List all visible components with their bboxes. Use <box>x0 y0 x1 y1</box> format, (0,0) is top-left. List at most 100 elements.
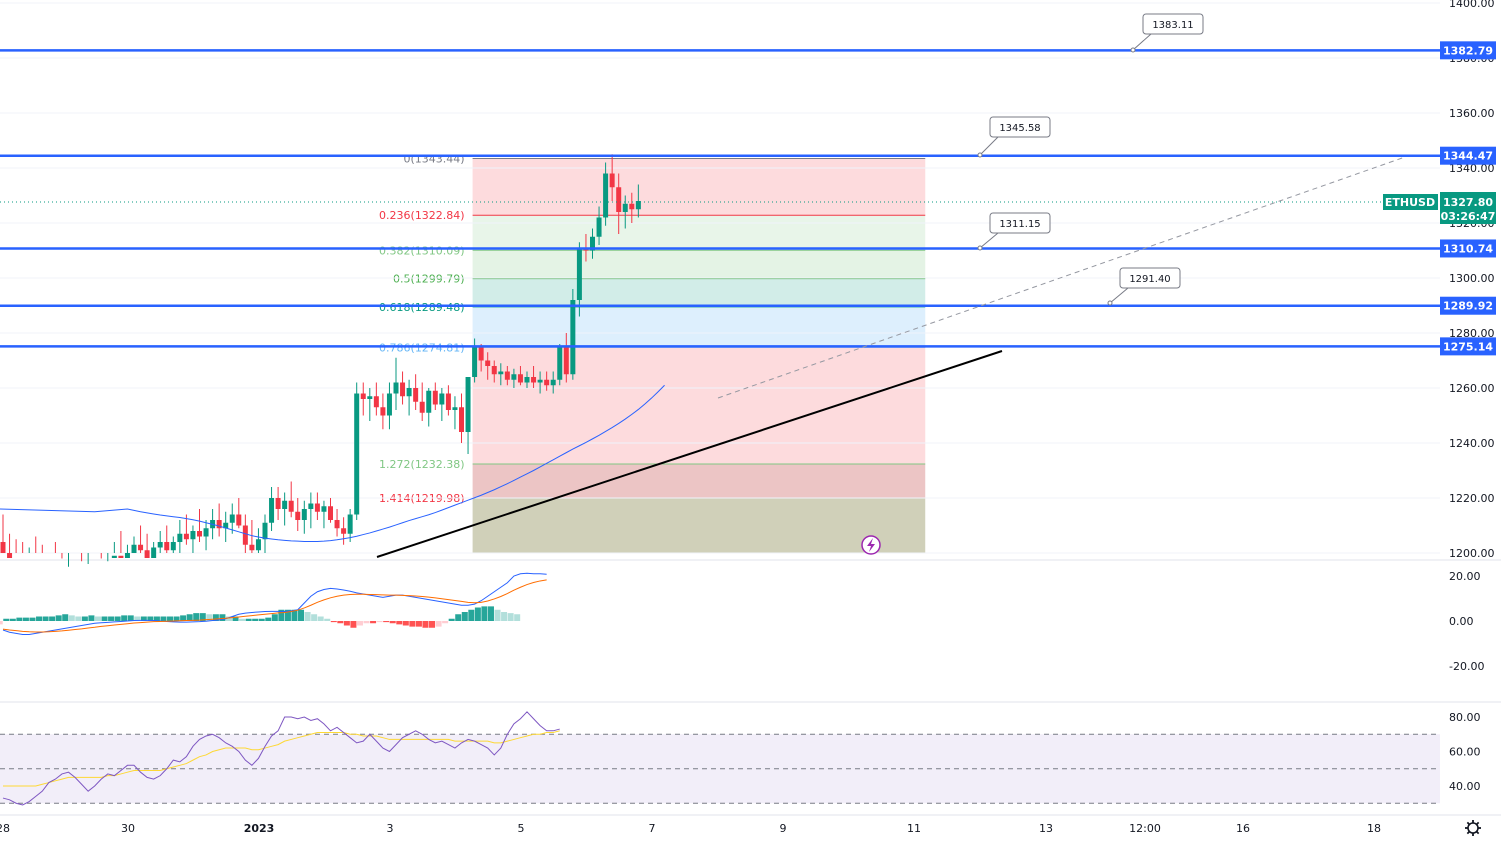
fib-level-label: 0.382(1310.09) <box>379 244 465 257</box>
macd-histogram-bar <box>167 616 174 621</box>
macd-histogram-bar <box>324 618 331 621</box>
rsi-tick-label: 80.00 <box>1449 711 1481 724</box>
macd-histogram-bar <box>147 616 154 621</box>
candle-body <box>609 173 615 188</box>
macd-histogram-bar <box>180 615 187 621</box>
rsi-line <box>2 711 560 806</box>
candle-body <box>269 498 275 523</box>
candle-body <box>255 539 261 551</box>
candle-body <box>504 371 510 380</box>
time-tick-label: 13 <box>1039 822 1053 835</box>
candle-body <box>229 514 235 523</box>
candle-body <box>111 555 117 558</box>
macd-histogram-bar <box>9 618 16 621</box>
candle-body <box>197 531 202 537</box>
macd-histogram-bar <box>173 616 180 621</box>
price-tick-label: 1300.00 <box>1449 272 1495 285</box>
fib-zone <box>472 278 926 307</box>
price-badge <box>1440 296 1496 315</box>
candle-body <box>498 371 504 375</box>
fib-level-label: 0.236(1322.84) <box>379 209 465 222</box>
chart-extras[interactable] <box>861 535 1481 836</box>
lightning-icon[interactable] <box>861 535 881 555</box>
macd-histogram-bar <box>409 621 416 627</box>
candle-body <box>622 203 628 212</box>
callout-box <box>1119 267 1181 289</box>
time-tick-label: 30 <box>121 822 135 835</box>
dashed-trend-line <box>717 156 1406 399</box>
rsi-tick-label: 60.00 <box>1449 746 1481 759</box>
macd-histogram-bar <box>304 612 311 621</box>
candle-body <box>465 377 471 432</box>
macd-histogram-bar <box>219 614 226 621</box>
price-badge <box>1440 239 1496 258</box>
gear-icon-tooth <box>1466 821 1471 826</box>
candle-body <box>190 531 196 540</box>
macd-histogram-bar <box>429 621 436 628</box>
macd-histogram-bar <box>291 609 298 621</box>
candle-body <box>328 506 333 520</box>
callout-label: 1345.58 <box>999 123 1040 134</box>
candle-body <box>334 520 340 529</box>
macd-histogram-bar <box>252 618 259 621</box>
price-tick-label: 1340.00 <box>1449 162 1495 175</box>
candle-body <box>314 503 320 512</box>
macd-histogram-bar <box>225 616 232 621</box>
rsi-tick-label: 40.00 <box>1449 780 1481 793</box>
rsi-ma-line <box>3 730 560 787</box>
macd-histogram-bar <box>212 614 219 621</box>
macd-histogram-bar <box>507 613 514 621</box>
callout-pointer <box>1109 287 1129 304</box>
macd-tick-label: 0.00 <box>1449 615 1474 628</box>
macd-histogram-bar <box>501 612 508 621</box>
macd-histogram-bar <box>284 609 291 621</box>
fib-zone <box>472 347 926 464</box>
fibonacci-retracement[interactable]: 0(1343.44)0.236(1322.84)0.382(1310.09)0.… <box>379 153 926 553</box>
macd-histogram-bar <box>206 614 213 621</box>
time-tick-label: 28 <box>0 822 10 835</box>
candle-body <box>400 382 406 397</box>
macd-histogram-bar <box>81 616 88 621</box>
candle-body <box>550 379 556 386</box>
macd-histogram-bar <box>88 615 95 621</box>
candle-body <box>354 393 360 515</box>
candle-body <box>524 377 530 383</box>
macd-histogram-bar <box>258 618 265 621</box>
price-badge-label: 1344.47 <box>1443 150 1493 163</box>
price-callouts[interactable]: 1383.11 1345.58 1311.15 1291.40 <box>977 13 1204 306</box>
time-tick-label: 3 <box>387 822 394 835</box>
candle-body <box>439 393 445 405</box>
callout-label: 1383.11 <box>1152 20 1193 31</box>
callout-pointer <box>979 232 999 249</box>
candle-body <box>570 300 576 375</box>
macd-histogram-bar <box>68 615 75 621</box>
fib-level-label: 0.786(1274.81) <box>379 341 465 354</box>
fib-zone <box>472 306 926 348</box>
grid <box>0 2 1501 816</box>
candle-body <box>341 528 347 534</box>
callout-box <box>989 212 1051 234</box>
drawn-lines[interactable] <box>0 49 1440 558</box>
candle-body <box>249 544 255 551</box>
time-axis[interactable]: 28 30 2023 3 5 7 9 11 13 12:00 16 18 <box>0 822 1381 835</box>
macd-histogram-bar <box>455 614 462 621</box>
symbol-label: ETHUSD <box>1385 196 1435 209</box>
macd-histogram-bar <box>193 613 200 621</box>
candle-body <box>603 173 609 218</box>
macd-histogram-bar <box>317 616 324 621</box>
macd-histogram-bar <box>487 606 494 621</box>
fib-zone <box>472 158 926 216</box>
price-badge-label: 1289.92 <box>1443 300 1493 313</box>
gear-icon[interactable] <box>1465 820 1481 836</box>
macd-histogram-bar <box>134 616 141 621</box>
macd-histogram-bar <box>370 621 377 624</box>
candle-body <box>590 236 595 251</box>
time-tick-label: 16 <box>1236 822 1250 835</box>
candle-body <box>170 542 176 551</box>
candle-body <box>236 514 242 526</box>
macd-histogram-bar <box>29 617 36 621</box>
candle-body <box>531 377 537 383</box>
price-badge-label: 1382.79 <box>1443 44 1493 57</box>
price-tick-label: 1280.00 <box>1449 327 1495 340</box>
